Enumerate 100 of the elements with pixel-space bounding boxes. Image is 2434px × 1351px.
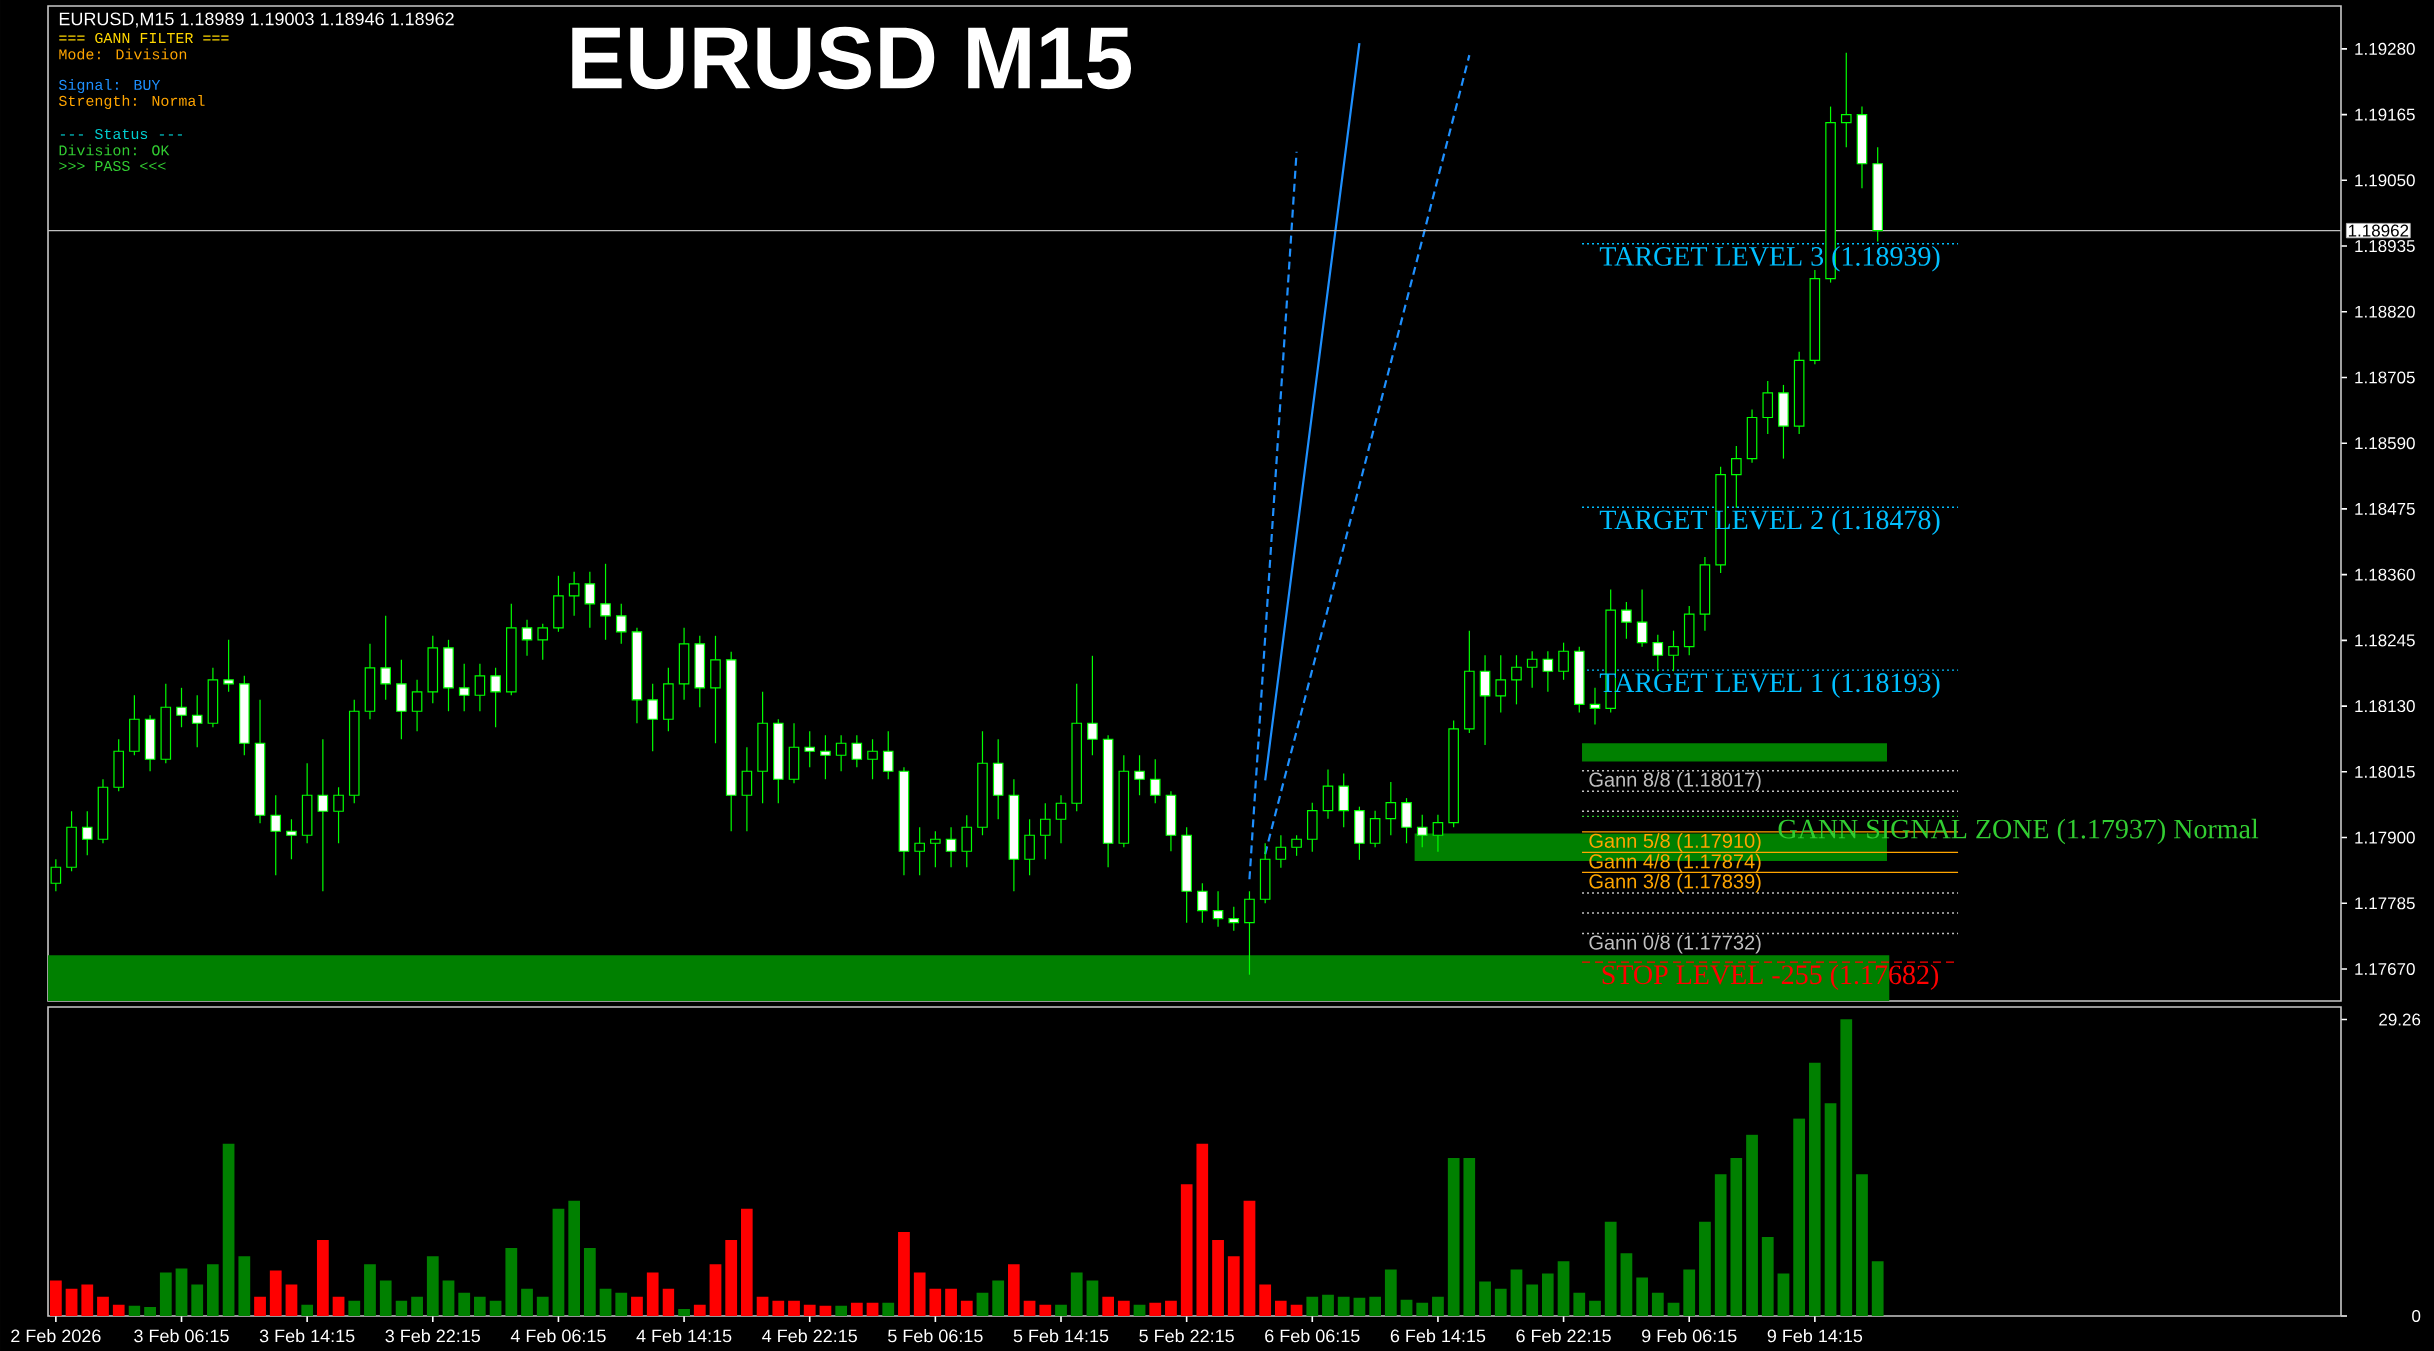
candlestick — [537, 623, 549, 661]
y-tick-label: 1.17670 — [2355, 962, 2415, 975]
bar — [803, 1304, 816, 1316]
candlestick — [1840, 52, 1852, 148]
bar — [646, 1272, 659, 1316]
candlestick — [490, 667, 501, 728]
bar — [835, 1305, 848, 1316]
bar — [1526, 1284, 1539, 1316]
candlestick — [1621, 601, 1632, 640]
bar — [489, 1300, 502, 1316]
bar — [709, 1264, 722, 1316]
ref-line-label: Gann 3/8 (1.17839) — [1589, 873, 1761, 893]
bar — [819, 1305, 832, 1316]
ref-line-label: Gann 4/8 (1.17874) — [1589, 853, 1761, 873]
x-tick-label: 4 Feb 22:15 — [762, 1329, 857, 1343]
candlestick — [411, 679, 423, 732]
bar — [316, 1240, 329, 1316]
bar — [1840, 1019, 1853, 1316]
bar — [772, 1300, 785, 1316]
candlestick — [867, 738, 878, 780]
bar — [442, 1280, 455, 1316]
bar — [1196, 1143, 1209, 1316]
bar — [1541, 1273, 1554, 1316]
y-tick-label: 1.17900 — [2355, 831, 2415, 844]
bar — [788, 1300, 800, 1316]
bar — [1008, 1264, 1020, 1316]
bar — [1463, 1157, 1476, 1316]
ref-line-label: Gann 0/8 (1.17732) — [1589, 934, 1761, 954]
bar — [1322, 1294, 1334, 1316]
candlestick — [1731, 445, 1742, 509]
bar — [1793, 1118, 1806, 1316]
annotation: Signal: BUY — [58, 79, 161, 93]
bar — [521, 1288, 533, 1316]
x-tick-label: 3 Feb 06:15 — [134, 1329, 229, 1343]
candlestick — [191, 694, 203, 748]
bar — [1589, 1300, 1601, 1316]
y-tick-label: 1.18935 — [2355, 240, 2415, 253]
bar — [1149, 1302, 1162, 1316]
bar — [301, 1304, 314, 1316]
annotation: --- Status --- — [60, 128, 182, 140]
x-tick-label: 3 Feb 22:15 — [385, 1329, 481, 1343]
candlestick — [804, 730, 816, 768]
candlestick — [50, 858, 62, 892]
candlestick — [1039, 802, 1051, 860]
bar — [1573, 1292, 1586, 1316]
candlestick — [1212, 890, 1224, 928]
candlestick — [600, 563, 611, 641]
candlestick — [930, 830, 941, 868]
candlestick — [458, 663, 470, 712]
bar — [128, 1305, 141, 1316]
candlestick — [270, 794, 282, 876]
candlestick — [1542, 650, 1554, 693]
chart-title: EURUSD M15 — [572, 26, 1132, 90]
candlestick — [1636, 588, 1648, 648]
bar — [411, 1296, 423, 1316]
ref-line-label: 1.18962 — [2348, 224, 2409, 237]
bar — [1494, 1288, 1507, 1316]
candlestick — [945, 826, 957, 868]
y-tick-label: 1.18360 — [2355, 568, 2415, 581]
x-tick-label: 6 Feb 14:15 — [1390, 1329, 1486, 1343]
bar — [929, 1288, 942, 1316]
bar — [458, 1292, 471, 1316]
bar — [882, 1302, 895, 1316]
bar — [583, 1248, 596, 1316]
bar — [1746, 1134, 1758, 1316]
bar — [175, 1268, 188, 1316]
bar — [505, 1248, 518, 1316]
bar — [97, 1296, 109, 1316]
candlestick — [1652, 634, 1664, 672]
candlestick — [647, 683, 658, 752]
bar — [222, 1143, 235, 1316]
candlestick — [820, 734, 831, 780]
y-tick-label: 1.18820 — [2355, 305, 2415, 318]
candlestick — [568, 571, 580, 617]
bar — [1416, 1302, 1429, 1316]
bar — [1243, 1200, 1256, 1316]
bar — [379, 1280, 392, 1316]
candlestick — [380, 615, 391, 701]
bar — [426, 1256, 439, 1316]
line-series — [1264, 54, 1471, 856]
bar — [1086, 1280, 1099, 1316]
x-tick-label: 9 Feb 14:15 — [1767, 1329, 1863, 1343]
x-tick-label: 2 Feb 2026 — [11, 1329, 101, 1343]
y-tick-label: 0 — [2412, 1309, 2421, 1323]
bar — [1102, 1296, 1115, 1316]
candlestick — [1558, 642, 1569, 681]
bar — [1730, 1157, 1743, 1316]
bar — [1777, 1273, 1790, 1316]
y-tick-label: 1.19165 — [2355, 108, 2415, 121]
bar — [1165, 1300, 1177, 1316]
ref-line-label: Gann 5/8 (1.17910) — [1589, 833, 1761, 852]
candlestick — [1244, 890, 1255, 976]
bar — [850, 1302, 863, 1316]
bar — [348, 1300, 361, 1316]
bar — [207, 1264, 219, 1316]
bar — [1306, 1296, 1319, 1316]
bar — [615, 1292, 628, 1316]
candlestick — [521, 619, 533, 657]
y-tick-label: 1.18245 — [2355, 634, 2415, 647]
bar — [741, 1208, 753, 1316]
